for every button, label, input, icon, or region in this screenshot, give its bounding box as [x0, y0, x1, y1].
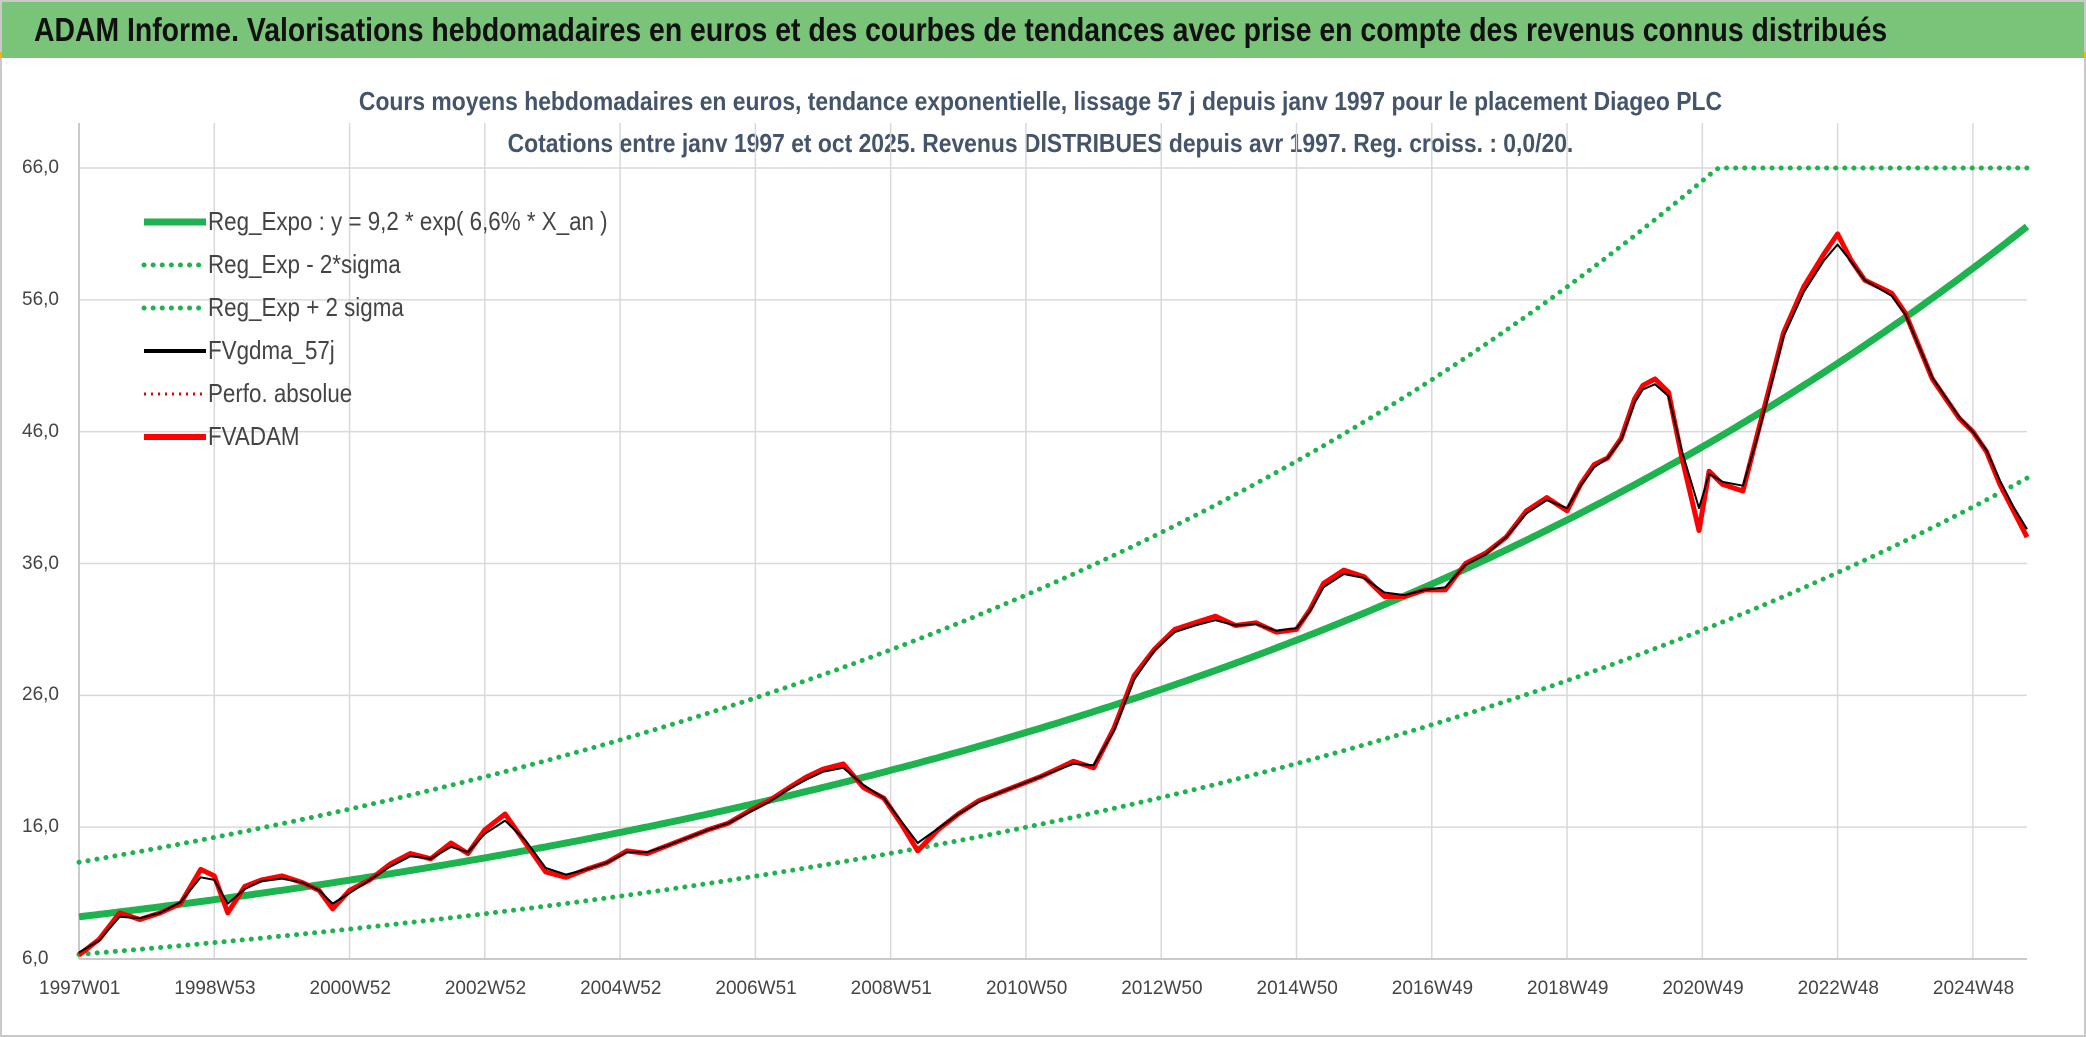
y-tick-label: 16,0 [22, 816, 59, 838]
x-tick-label: 2024W48 [1932, 978, 2015, 999]
x-tick-label: 1997W01 [39, 978, 121, 999]
x-tick-label: 2012W50 [1121, 978, 1203, 999]
y-tick-label: 46,0 [22, 420, 59, 442]
x-tick-label: 2010W50 [985, 978, 1068, 999]
chart-title-line-2: Cotations entre janv 1997 et oct 2025. R… [240, 128, 1840, 159]
x-tick-label: 2016W49 [1391, 978, 1474, 999]
legend-item-perfo[interactable]: Perfo. absolue [140, 372, 673, 415]
legend-label: FVADAM [208, 421, 300, 451]
legend-item-reg-exp-minus[interactable]: Reg_Exp - 2*sigma [140, 243, 673, 286]
x-tick-label: 2004W52 [580, 978, 662, 999]
legend-swatch-dotted-icon [141, 262, 208, 267]
legend-item-reg-expo[interactable]: Reg_Expo : y = 9,2 * exp( 6,6% * X_an ) [140, 200, 673, 243]
y-tick-label: 6,0 [22, 948, 49, 969]
x-tick-label: 2014W50 [1256, 978, 1338, 999]
chart-title-line-1: Cours moyens hebdomadaires en euros, ten… [240, 86, 1840, 117]
chart-legend: Reg_Expo : y = 9,2 * exp( 6,6% * X_an ) … [140, 200, 673, 458]
legend-label: Reg_Expo : y = 9,2 * exp( 6,6% * X_an ) [208, 206, 608, 236]
legend-swatch-dotted-icon [144, 392, 206, 395]
series-reg-exp-plus-2sigma [76, 165, 2030, 865]
x-tick-label: 2000W52 [309, 978, 391, 999]
x-tick-label: 2020W49 [1662, 978, 1744, 999]
legend-label: Perfo. absolue [208, 378, 353, 408]
x-tick-label: 2022W48 [1797, 978, 1879, 999]
legend-swatch-solid-thick-icon [144, 218, 206, 225]
x-tick-label: 2002W52 [444, 978, 527, 999]
report-title: ADAM Informe. Valorisations hebdomadaire… [34, 11, 1888, 48]
y-tick-label: 66,0 [22, 157, 59, 178]
y-tick-label: 56,0 [22, 288, 59, 310]
legend-label: FVgdma_57j [208, 335, 335, 365]
chart-title-line-2-text: Cotations entre janv 1997 et oct 2025. R… [507, 128, 1573, 158]
y-tick-label: 26,0 [22, 684, 59, 706]
x-tick-label: 2018W49 [1527, 978, 1609, 999]
report-banner: ADAM Informe. Valorisations hebdomadaire… [2, 2, 2084, 58]
legend-swatch-solid-icon [144, 348, 206, 353]
legend-label: Reg_Exp + 2 sigma [208, 292, 404, 322]
series-reg-exp-minus-2sigma [76, 475, 2030, 957]
legend-swatch-dotted-icon [141, 305, 208, 310]
legend-label: Reg_Exp - 2*sigma [208, 249, 401, 279]
legend-item-fvgdma[interactable]: FVgdma_57j [140, 329, 673, 372]
x-tick-label: 2008W51 [850, 978, 932, 999]
legend-swatch-solid-thick-icon [144, 433, 206, 440]
series-fvgdma-57j [78, 243, 2028, 954]
x-tick-label: 1998W53 [174, 978, 256, 999]
x-tick-label: 2006W51 [715, 978, 797, 999]
legend-item-fvadam[interactable]: FVADAM [140, 415, 673, 458]
chart-title-line-1-text: Cours moyens hebdomadaires en euros, ten… [358, 86, 1722, 116]
y-tick-label: 36,0 [22, 552, 59, 574]
series-reg-expo [78, 223, 2030, 921]
legend-item-reg-exp-plus[interactable]: Reg_Exp + 2 sigma [140, 286, 673, 329]
